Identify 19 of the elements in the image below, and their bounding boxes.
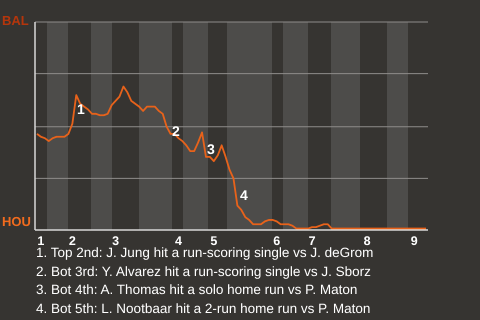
text: 4. Bot 5th: L. Nootbaar hit a 2-run home run vs P. Maton (36, 300, 372, 318)
x-tick-label: 5 (210, 234, 218, 248)
annotation: 1 (77, 101, 85, 117)
x-tick-label: 9 (410, 234, 418, 248)
annotation: 3 (207, 141, 215, 157)
x-tick-label: 3 (112, 234, 120, 248)
text: BAL (2, 13, 29, 28)
x-tick-label: 2 (68, 234, 76, 248)
text: 2. Bot 3rd: Y. Alvarez hit a run-scoring single vs J. Sborz (36, 262, 372, 281)
annotation: 2 (172, 123, 180, 139)
text: 1. Top 2nd: J. Jung hit a run-scoring single vs J. deGrom (36, 245, 374, 262)
x-tick-label: 7 (308, 234, 316, 248)
x-tick-label: 1 (37, 234, 44, 248)
x-tick-label: 4 (174, 234, 182, 248)
text: 3. Bot 4th: A. Thomas hit a solo home run vs P. Maton (36, 281, 358, 299)
x-tick-label: 8 (364, 234, 371, 248)
annotation: 4 (240, 187, 248, 203)
text: HOU (2, 214, 31, 229)
x-tick-label: 6 (273, 234, 280, 248)
